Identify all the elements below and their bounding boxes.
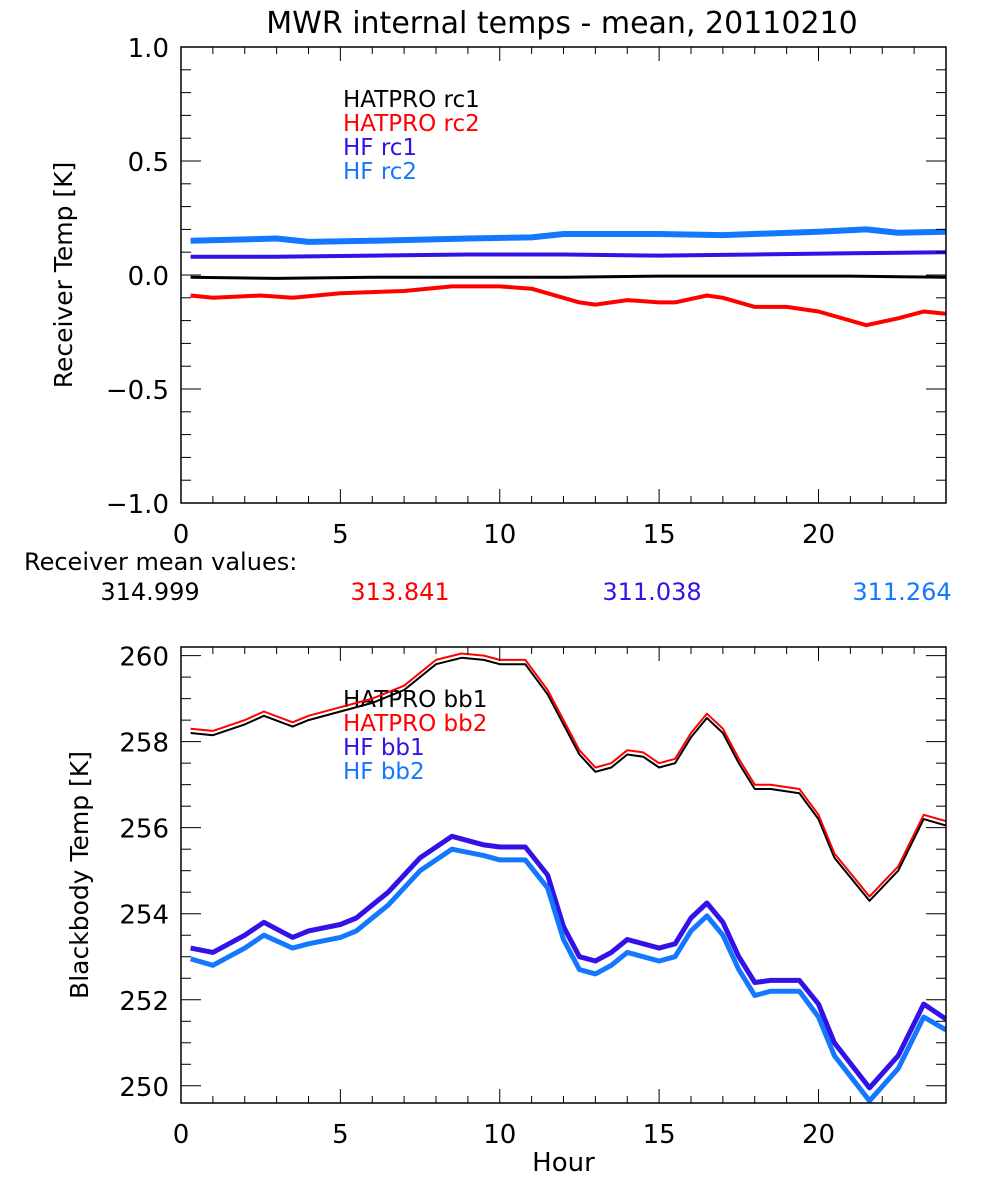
x-tick-label: 15 [643, 520, 676, 550]
x-tick-label: 15 [643, 1120, 676, 1150]
y-tick-label: −0.5 [106, 376, 169, 406]
series-line-hatpro-bb2 [190, 652, 946, 898]
x-tick-label: 0 [173, 1120, 190, 1150]
series-line-hf-rc2 [190, 226, 946, 245]
mean-value-hf-rc1: 311.038 [602, 578, 701, 606]
y-tick-label: 0.0 [128, 262, 169, 292]
mean-values-label: Receiver mean values: [24, 548, 297, 576]
x-axis-label: Hour [532, 1148, 595, 1178]
x-tick-label: 5 [332, 520, 349, 550]
x-tick-label: 20 [802, 520, 835, 550]
y-axis-label: Receiver Temp [K] [49, 162, 78, 389]
legend-entry: HATPRO rc2 [343, 111, 480, 137]
legend-entry: HF rc1 [343, 135, 417, 161]
x-tick-label: 10 [483, 520, 516, 550]
y-tick-label: 260 [119, 643, 169, 673]
legend-entry: HF rc2 [343, 159, 417, 185]
y-tick-label: 258 [119, 729, 169, 759]
x-tick-label: 0 [173, 520, 190, 550]
x-tick-label: 10 [483, 1120, 516, 1150]
series-line-hf-bb2 [189, 846, 946, 1103]
series-line-hf-bb1 [190, 833, 946, 1091]
series-line-hf-rc1 [190, 250, 946, 259]
y-axis-label: Blackbody Temp [K] [65, 751, 94, 999]
chart-title: MWR internal temps - mean, 20110210 [266, 6, 857, 41]
legend-entry: HF bb2 [343, 759, 425, 785]
legend-entry: HF bb1 [343, 735, 425, 761]
y-tick-label: −1.0 [106, 490, 169, 520]
legend-entry: HATPRO bb2 [343, 711, 487, 737]
mean-value-hf-rc2: 311.264 [852, 578, 951, 606]
y-tick-label: 1.0 [128, 34, 169, 64]
series-line-hatpro-rc1 [190, 274, 946, 280]
series-line-hatpro-bb1 [190, 656, 946, 902]
legend-entry: HATPRO rc1 [343, 87, 480, 113]
x-tick-label: 20 [802, 1120, 835, 1150]
y-tick-label: 250 [119, 1073, 169, 1103]
mean-value-hatpro-rc2: 313.841 [350, 578, 449, 606]
y-tick-label: 256 [119, 815, 169, 845]
mean-value-hatpro-rc1: 314.999 [100, 578, 199, 606]
y-tick-label: 254 [119, 901, 169, 931]
series-line-hatpro-rc2 [190, 284, 946, 328]
y-tick-label: 0.5 [128, 148, 169, 178]
x-tick-label: 5 [332, 1120, 349, 1150]
y-tick-label: 252 [119, 987, 169, 1017]
